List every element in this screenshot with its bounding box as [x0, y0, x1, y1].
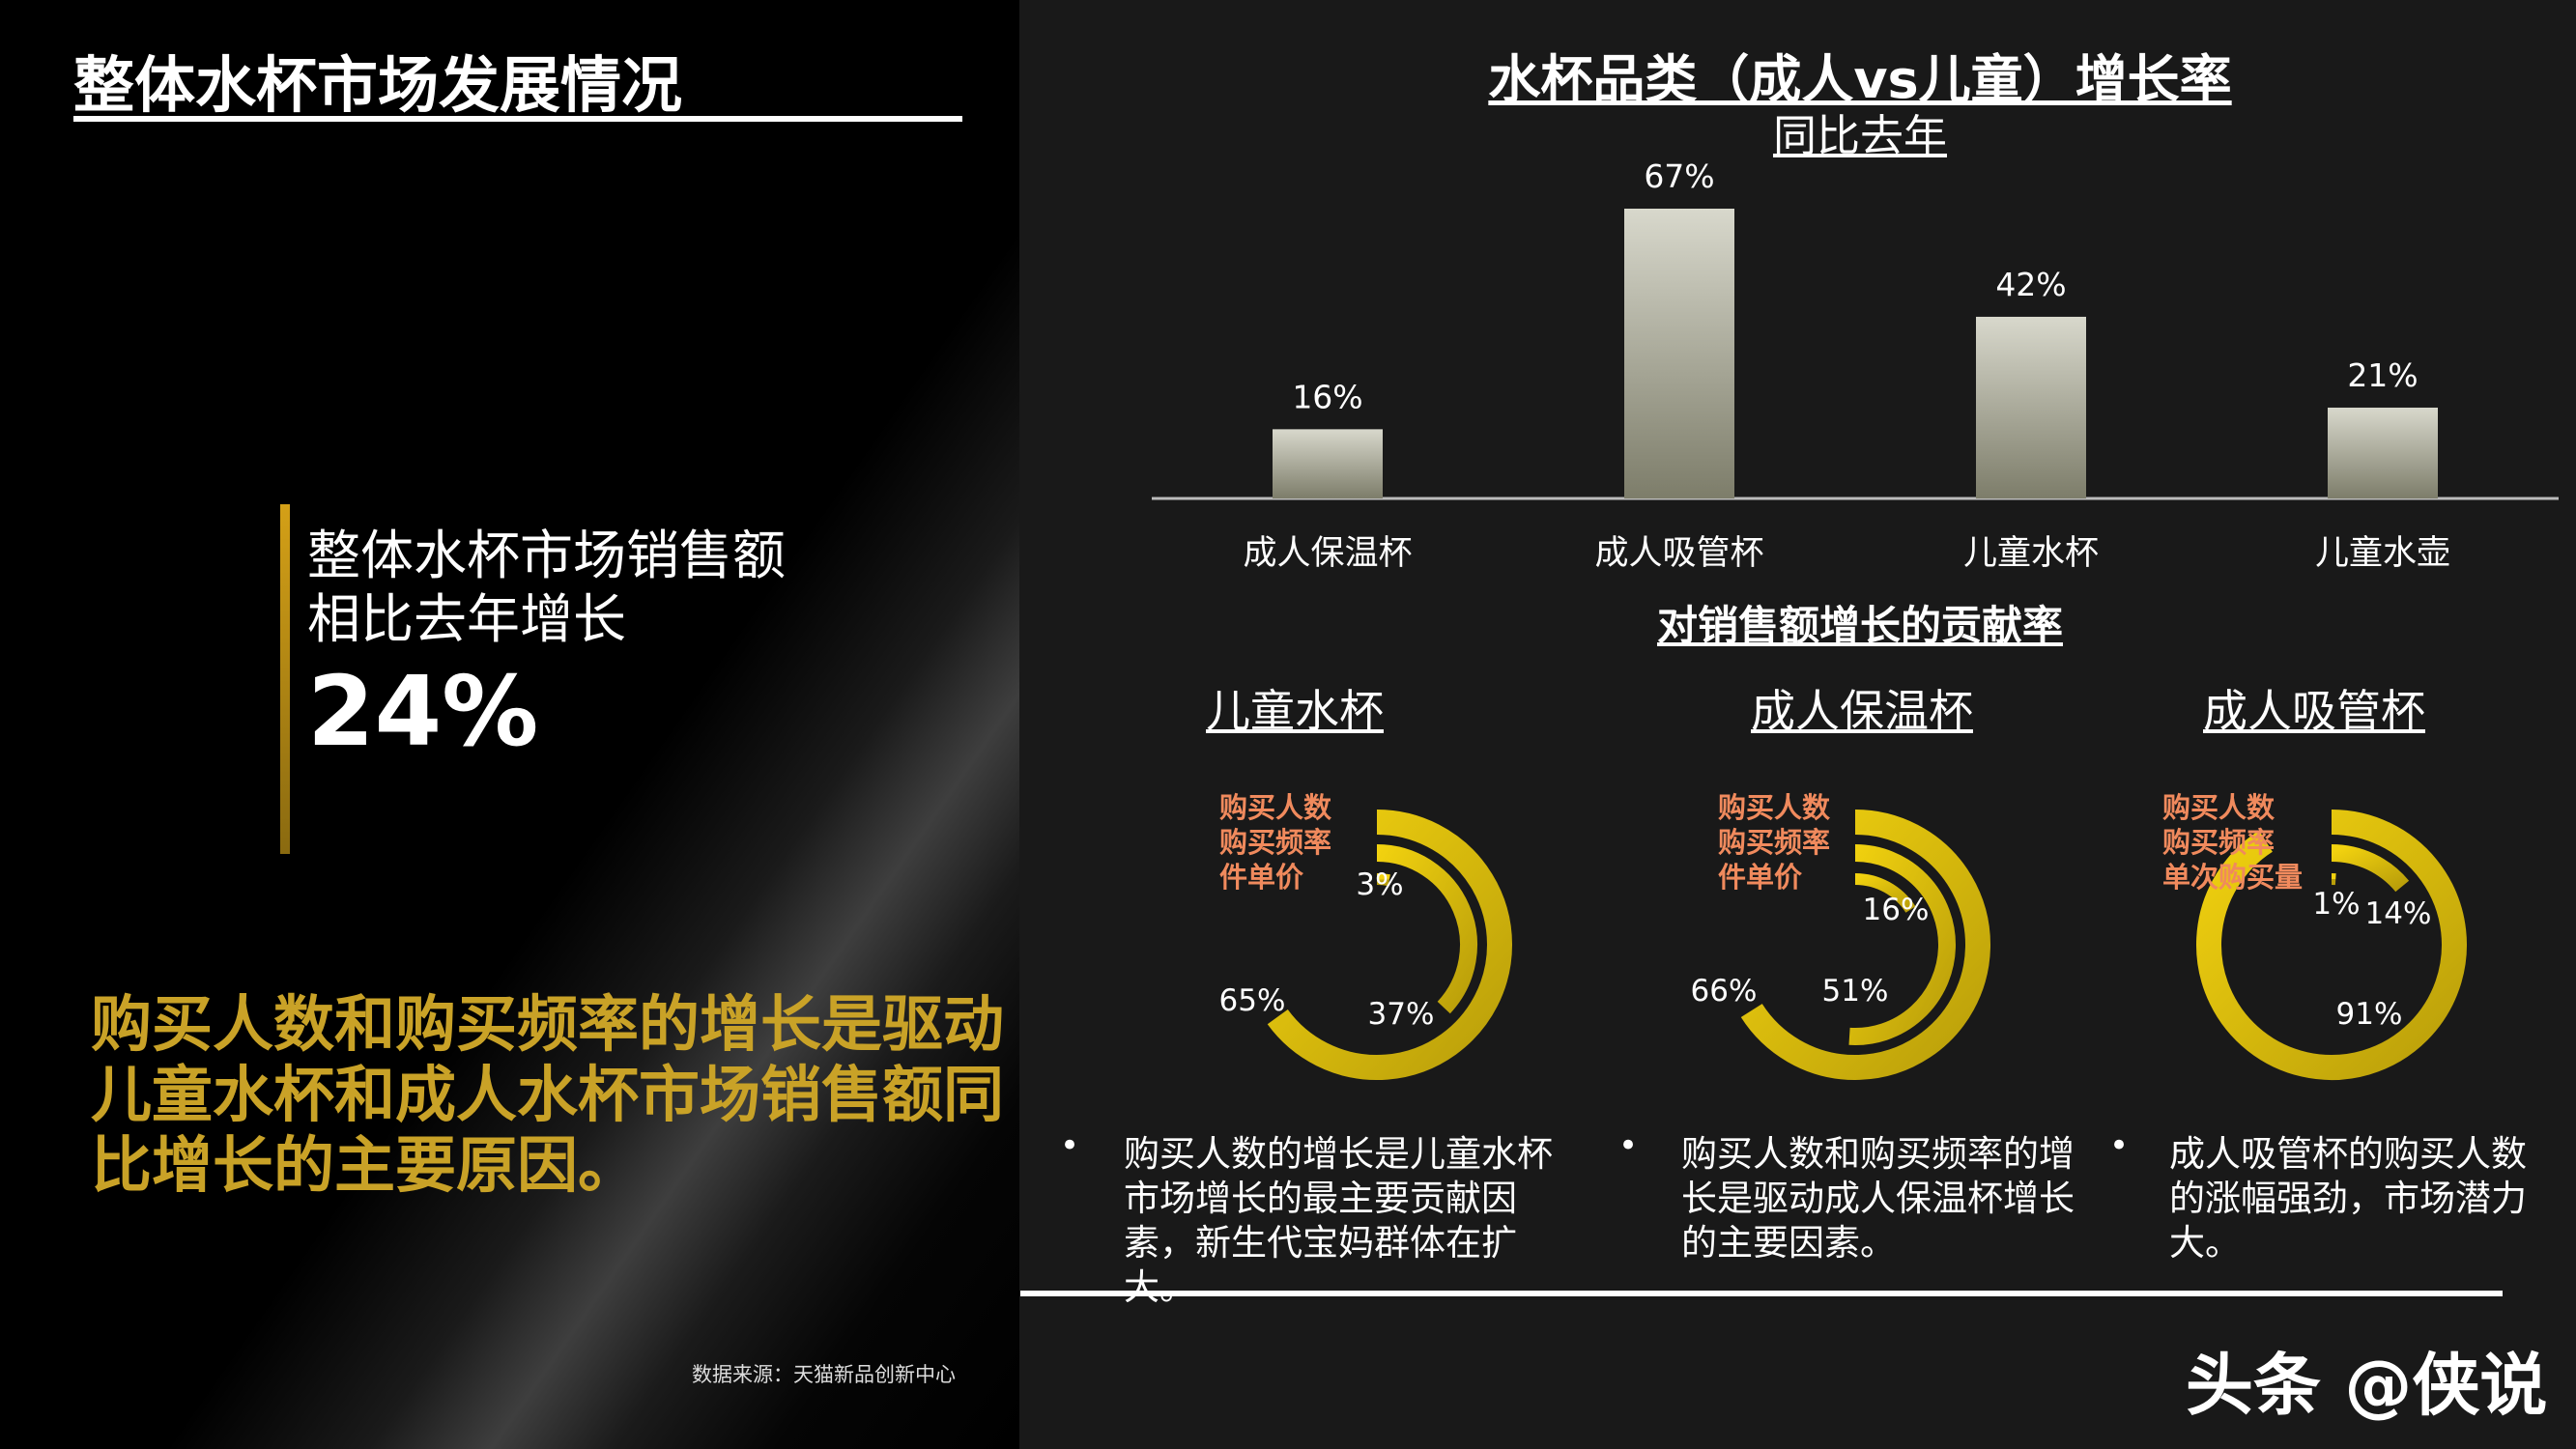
bar-data-label: 21% [2347, 356, 2418, 394]
donut-legend-label: 购买人数 [2162, 791, 2275, 824]
left-panel: 整体水杯市场发展情况 整体水杯市场销售额相比去年增长 24% 购买人数和购买频率… [0, 0, 1019, 1449]
watermark: 头条 @侠说 [2186, 1346, 2548, 1425]
donut-ring [1267, 810, 1512, 1080]
donut-data-label: 51% [1822, 974, 1889, 1009]
donut-data-label: 14% [2365, 896, 2432, 931]
bar [1976, 316, 2086, 498]
bullet-marker: • [2109, 1126, 2130, 1165]
donut-data-label: 3% [1356, 867, 1403, 902]
bar [1273, 429, 1383, 498]
donut-legend-label: 购买频率 [2162, 826, 2275, 859]
donut-data-label: 37% [1368, 997, 1435, 1032]
accent-bar [280, 504, 290, 854]
bullet-marker: • [1060, 1126, 1080, 1165]
data-source: 数据来源：天猫新品创新中心 [692, 1363, 956, 1386]
donut-legend-label: 件单价 [1718, 861, 1803, 894]
bar-chart-subtitle: 同比去年 [1772, 110, 1947, 161]
donut-ring [1854, 873, 1916, 913]
donut-data-label: 91% [2336, 997, 2403, 1032]
donut-ring [1376, 873, 1390, 887]
bar-data-label: 42% [1995, 266, 2066, 303]
bar-data-label: 67% [1644, 157, 1714, 195]
x-tick-label: 成人吸管杯 [1594, 534, 1763, 573]
donut-data-label: 1% [2312, 887, 2360, 922]
donut-title-2: 成人保温杯 [1751, 685, 1973, 737]
donut-ring [1848, 844, 1956, 1045]
bar-chart-title: 水杯品类（成人vs儿童）增长率 [1488, 49, 2232, 110]
donut-legend-label: 购买频率 [1219, 826, 1331, 859]
donut-legend-label: 购买人数 [1219, 791, 1332, 824]
donut-section-title: 对销售额增长的贡献率 [1656, 602, 2063, 649]
x-tick-label: 成人保温杯 [1243, 534, 1412, 573]
donut-data-label: 66% [1691, 974, 1758, 1009]
right-panel [1019, 0, 2576, 1449]
bar-chart: 16% 成人保温杯 67% 成人吸管杯 42% 儿童水杯 21% 儿童水壶 [1152, 157, 2559, 573]
donut-data-label: 16% [1863, 893, 1930, 927]
donut-title-1: 儿童水杯 [1206, 685, 1384, 737]
stat-value: 24% [307, 655, 539, 768]
page-title: 整体水杯市场发展情况 [73, 50, 682, 121]
donut-legend-label: 单次购买量 [2162, 861, 2303, 894]
title-underline [73, 116, 962, 122]
donut-ring [1376, 844, 1477, 1014]
bullet-marker: • [1618, 1126, 1639, 1165]
donut-legend-label: 购买频率 [1718, 826, 1830, 859]
x-tick-label: 儿童水壶 [2315, 534, 2450, 573]
donut-ring [2196, 810, 2467, 1080]
bar-data-label: 16% [1292, 378, 1362, 415]
bullet-text-3: 成人吸管杯的购买人数的涨幅强劲，市场潜力大。 [2169, 1133, 2527, 1264]
x-tick-label: 儿童水杯 [1963, 534, 2099, 573]
bullet-text-1: 购买人数的增长是儿童水杯市场增长的最主要贡献因素，新生代宝妈群体在扩大。 [1124, 1133, 1553, 1308]
donut-legend-label: 购买人数 [1718, 791, 1831, 824]
donut-legend-label: 件单价 [1219, 861, 1304, 894]
bullet-text-2: 购买人数和购买频率的增长是驱动成人保温杯增长的主要因素。 [1681, 1133, 2075, 1264]
donut-ring [1740, 810, 1990, 1080]
donut-title-3: 成人吸管杯 [2203, 685, 2425, 737]
stat-description: 整体水杯市场销售额相比去年增长 [307, 525, 787, 650]
donut-ring [2331, 844, 2410, 893]
bottom-divider [1020, 1291, 2503, 1296]
bar [1624, 209, 1734, 498]
donut-data-label: 65% [1219, 983, 1286, 1018]
conclusion-text: 购买人数和购买频率的增长是驱动儿童水杯和成人水杯市场销售额同比增长的主要原因。 [91, 989, 1004, 1201]
bar [2328, 407, 2438, 498]
